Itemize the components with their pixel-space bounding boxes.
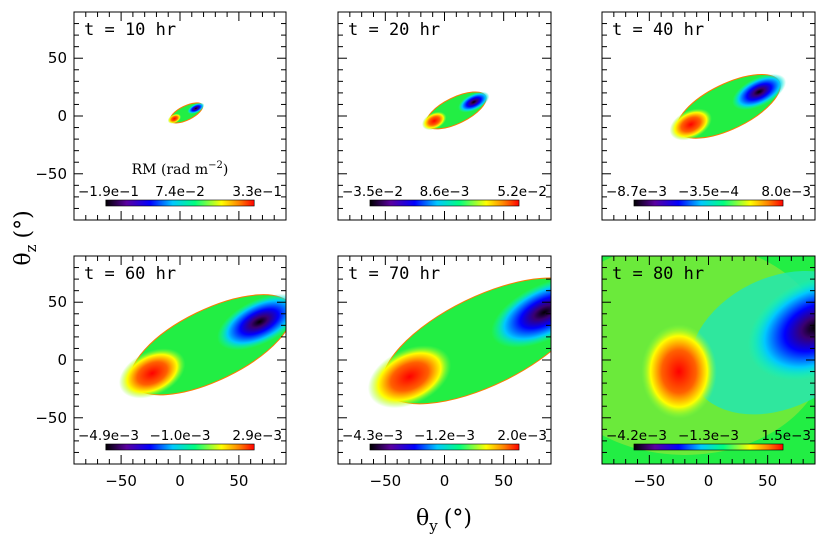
y-axis-symbol: θ: [11, 252, 36, 265]
colorbar-tick-label: −3.5e−2: [342, 184, 403, 200]
panel-ticks: [74, 256, 286, 464]
x-tick-label: 0: [704, 472, 714, 490]
y-axis-title: θz (°): [11, 210, 40, 265]
rm-positive-lobe: [641, 324, 717, 419]
rm-map-5: [367, 276, 551, 409]
panel-ticks: [74, 12, 286, 220]
x-axis-symbol: θ: [416, 506, 429, 531]
colorbar-tick-label: −4.9e−3: [78, 428, 139, 444]
y-tick-label: 0: [57, 351, 67, 369]
colorbar-tick-label: 2.0e−3: [497, 428, 547, 444]
colorbar-tick-label: −1.9e−1: [78, 184, 139, 200]
panel-2: t = 20 hr −3.5e−2 8.6e−3 5.2e−2: [337, 11, 552, 221]
rm-negative-lobe: [491, 276, 551, 348]
time-label: t = 60 hr: [84, 264, 176, 284]
colorbar-tick-label: 1.5e−3: [761, 428, 811, 444]
rm-negative-lobe: [217, 293, 286, 351]
y-tick-label: 50: [48, 293, 67, 311]
y-tick-label: −50: [35, 409, 67, 427]
y-axis-unit: (°): [11, 210, 36, 238]
x-tick-label: 50: [758, 472, 777, 490]
colorbar-tick-label: −3.5e−4: [678, 184, 739, 200]
colorbar-title: RM (rad m−2): [132, 160, 229, 178]
colorbar-tick-label: −4.2e−3: [606, 428, 667, 444]
rm-map-1: [167, 102, 205, 124]
colorbar-title-exponent: −2: [208, 160, 223, 171]
x-tick-label: 0: [440, 472, 450, 490]
panel-ticks: [602, 256, 815, 464]
rm-negative-lobe: [732, 73, 787, 110]
x-axis-unit: (°): [444, 506, 472, 531]
panel-3: t = 40 hr −8.7e−3 −3.5e−4 8.0e−3: [601, 11, 816, 221]
colorbar-tick-label: 7.4e−2: [155, 184, 205, 200]
time-label: t = 10 hr: [84, 20, 176, 40]
colorbar-tick-label: −4.3e−3: [342, 428, 403, 444]
rm-negative-lobe: [458, 91, 490, 113]
panel-5: −50 0 50 t = 70 hr −4.3e−3 −1.2e−3 2.0e−3: [337, 255, 552, 490]
panel-ticks: [338, 12, 551, 220]
colorbar: [369, 199, 520, 207]
rm-positive-lobe: [167, 113, 182, 124]
time-label: t = 70 hr: [348, 264, 440, 284]
time-label: t = 40 hr: [612, 20, 704, 40]
colorbar-tick-label: 3.3e−1: [232, 184, 282, 200]
rm-map-6: [602, 256, 815, 464]
rm-map-2: [422, 91, 490, 131]
x-axis-title: θy (°): [416, 506, 472, 535]
labels-layer: θz(°) θy (°): [11, 210, 472, 535]
colorbar-tick-label: −1.3e−3: [678, 428, 739, 444]
colorbar-title-close: ): [223, 162, 228, 178]
x-tick-label: 50: [494, 472, 513, 490]
colorbar-tick-label: 8.0e−3: [761, 184, 811, 200]
colorbar: [105, 199, 255, 207]
time-label: t = 20 hr: [348, 20, 440, 40]
colorbar-tick-label: 8.6e−3: [420, 184, 470, 200]
colorbar: [369, 443, 520, 451]
x-axis-subscript: y: [428, 517, 438, 535]
x-tick-label: −50: [105, 472, 137, 490]
colorbar-tick-label: −8.7e−3: [606, 184, 667, 200]
colorbar-tick-label: −1.0e−3: [150, 428, 211, 444]
rm-map-4: [118, 293, 286, 399]
rm-map-3: [669, 73, 787, 141]
y-tick-label: 0: [57, 107, 67, 125]
colorbar-tick-label: 5.2e−2: [497, 184, 547, 200]
colorbar: [633, 443, 784, 451]
rm-positive-lobe: [118, 348, 186, 399]
rm-positive-lobe: [669, 108, 712, 141]
x-tick-label: 50: [229, 472, 248, 490]
panel-ticks: [602, 12, 815, 220]
x-tick-label: −50: [370, 472, 402, 490]
y-tick-label: −50: [35, 165, 67, 183]
colorbar: [633, 199, 784, 207]
colorbar-title-main: RM (rad m: [132, 162, 209, 178]
colorbar-tick-label: 2.9e−3: [232, 428, 282, 444]
colorbar: [105, 443, 255, 451]
rm-negative-lobe: [187, 102, 205, 115]
panel-4: −50 0 50 −50 0 50 t = 60 hr −4.9e−3 −1.0e−3 2.9e−…: [35, 255, 287, 490]
x-tick-label: 0: [175, 472, 185, 490]
colorbar-tick-label: −1.2e−3: [414, 428, 475, 444]
panel-ticks: [338, 256, 551, 464]
y-tick-label: 50: [48, 49, 67, 67]
y-axis-subscript: z: [22, 244, 40, 252]
rm-positive-lobe: [422, 111, 447, 131]
panel-6: −50 0 50 t = 80 hr −4.2e−3 −1.3e−3 1.5e−3: [601, 255, 816, 490]
time-label: t = 80 hr: [612, 264, 704, 284]
rm-positive-lobe: [367, 345, 452, 409]
x-tick-label: −50: [634, 472, 666, 490]
